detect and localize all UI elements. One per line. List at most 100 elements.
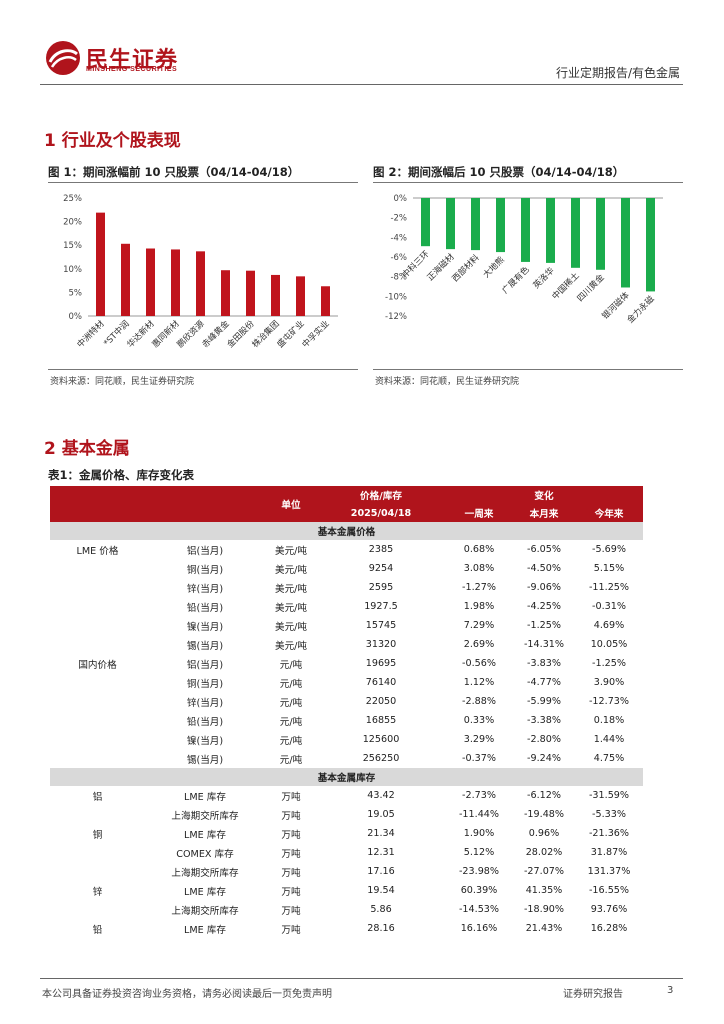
figure-1-top-rule: [48, 182, 358, 183]
header-unit: 单位: [265, 486, 317, 522]
logo-text: 民生证券: [86, 48, 179, 73]
cell-unit: 万吨: [281, 810, 301, 822]
cell-unit: 万吨: [281, 848, 301, 860]
cell-item: LME 库存: [184, 829, 226, 841]
cell-item: 镍(当月): [186, 735, 224, 747]
cell-value: 15745: [365, 620, 397, 631]
cell-value: 22050: [365, 696, 397, 707]
cell-unit: 美元/吨: [274, 621, 307, 633]
cell-year: 1.44%: [593, 734, 625, 745]
logo-subtext: MINSHENG SECURITIES: [86, 66, 178, 73]
cell-month: -18.90%: [523, 904, 565, 915]
bar: [121, 243, 130, 316]
price-rows: LME 价格 铝(当月) 美元/吨 2385 0.68% -6.05% -5.69% 铜(当月…: [50, 540, 643, 768]
cell-week: 16.16%: [460, 923, 498, 934]
figure-2-top-rule: [373, 182, 683, 183]
cell-month: 0.96%: [528, 828, 560, 839]
x-tick-label: 西部材料: [450, 252, 482, 284]
y-tick-label: 0%: [69, 312, 83, 322]
subheader-stock-label: 基本金属库存: [50, 768, 643, 786]
header-price-stock: 价格/库存: [317, 486, 445, 504]
cell-item: 锌(当月): [186, 583, 224, 595]
cell-week: -14.53%: [458, 904, 500, 915]
cell-item: 锡(当月): [186, 640, 224, 652]
cell-month: -6.12%: [527, 790, 561, 801]
cell-unit: 元/吨: [279, 716, 303, 728]
cell-week: -23.98%: [458, 866, 500, 877]
table-row: 锡(当月) 元/吨 256250 -0.37% -9.24% 4.75%: [50, 749, 643, 768]
table-row: LME 价格 铝(当月) 美元/吨 2385 0.68% -6.05% -5.69%: [50, 540, 643, 559]
cell-group: [50, 862, 145, 881]
cell-item: LME 库存: [184, 886, 226, 898]
cell-group: 铜: [92, 829, 103, 841]
cell-group: [50, 692, 145, 711]
cell-unit: 元/吨: [279, 754, 303, 766]
table-row: 锡(当月) 美元/吨 31320 2.69% -14.31% 10.05%: [50, 635, 643, 654]
y-tick-label: -8%: [390, 273, 407, 283]
y-tick-label: 25%: [63, 194, 82, 204]
cell-month: 21.43%: [525, 923, 563, 934]
cell-unit: 万吨: [281, 924, 301, 936]
cell-month: -4.77%: [527, 677, 561, 688]
figure-2-title: 图 2：期间涨幅后 10 只股票（04/14-04/18）: [373, 165, 625, 179]
table-row: 锌(当月) 美元/吨 2595 -1.27% -9.06% -11.25%: [50, 578, 643, 597]
cell-group: 锌: [92, 886, 103, 898]
cell-month: -3.38%: [527, 715, 561, 726]
cell-value: 17.16: [367, 866, 395, 877]
footer-disclaimer: 本公司具备证券投资咨询业务资格，请务必阅读最后一页免责声明: [42, 989, 332, 1000]
table-row: 国内价格 铝(当月) 元/吨 19695 -0.56% -3.83% -1.25%: [50, 654, 643, 673]
cell-year: 5.15%: [593, 563, 625, 574]
y-tick-label: 10%: [63, 265, 82, 275]
bar: [421, 198, 430, 247]
cell-item: 铝(当月): [186, 545, 224, 557]
subheader-stock: 基本金属库存: [50, 768, 643, 786]
bar: [446, 198, 455, 250]
cell-item: 铝(当月): [186, 659, 224, 671]
x-tick-label: 中洲特材: [75, 318, 107, 350]
cell-value: 43.42: [367, 790, 395, 801]
figure-1-title: 图 1：期间涨幅前 10 只股票（04/14-04/18）: [48, 165, 300, 179]
cell-week: -11.44%: [458, 809, 500, 820]
cell-item: 铅(当月): [186, 716, 224, 728]
table-row: 铜(当月) 美元/吨 9254 3.08% -4.50% 5.15%: [50, 559, 643, 578]
cell-value: 256250: [362, 753, 400, 764]
cell-value: 1927.5: [364, 601, 398, 612]
cell-month: 28.02%: [525, 847, 563, 858]
cell-unit: 元/吨: [279, 697, 303, 709]
report-category: 行业定期报告/有色金属: [555, 66, 680, 80]
figure-2-bottom-rule: [373, 369, 683, 370]
y-tick-label: 5%: [69, 288, 83, 298]
cell-value: 2595: [368, 582, 394, 593]
cell-month: -2.80%: [527, 734, 561, 745]
logo: [44, 40, 82, 76]
y-tick-label: -4%: [390, 233, 407, 243]
cell-unit: 美元/吨: [274, 545, 307, 557]
table-row: 上海期交所库存 万吨 19.05 -11.44% -19.48% -5.33%: [50, 805, 643, 824]
cell-year: 10.05%: [590, 639, 628, 650]
x-tick-label: 中孚实业: [300, 318, 332, 350]
page-number: 3: [667, 985, 674, 996]
cell-month: -19.48%: [523, 809, 565, 820]
cell-value: 5.86: [370, 904, 392, 915]
table-row: 锌 LME 库存 万吨 19.54 60.39% 41.35% -16.55%: [50, 881, 643, 900]
cell-year: 31.87%: [590, 847, 628, 858]
table-header-row-2: 2025/04/18 一周来 本月来 今年来: [50, 504, 643, 522]
bar: [621, 198, 630, 288]
cell-year: 4.69%: [593, 620, 625, 631]
bar: [171, 249, 180, 316]
cell-year: 4.75%: [593, 753, 625, 764]
cell-unit: 美元/吨: [274, 583, 307, 595]
table-row: 镍(当月) 元/吨 125600 3.29% -2.80% 1.44%: [50, 730, 643, 749]
cell-item: LME 库存: [184, 791, 226, 803]
cell-unit: 元/吨: [279, 735, 303, 747]
cell-unit: 万吨: [281, 886, 301, 898]
figure-1-bottom-rule: [48, 369, 358, 370]
cell-item: 铅(当月): [186, 602, 224, 614]
bar: [471, 198, 480, 251]
cell-group: [50, 559, 145, 578]
y-tick-label: 20%: [63, 218, 82, 228]
table-row: 铜 LME 库存 万吨 21.34 1.90% 0.96% -21.36%: [50, 824, 643, 843]
cell-year: -12.73%: [588, 696, 630, 707]
cell-item: 铜(当月): [186, 564, 224, 576]
cell-item: LME 库存: [184, 924, 226, 936]
